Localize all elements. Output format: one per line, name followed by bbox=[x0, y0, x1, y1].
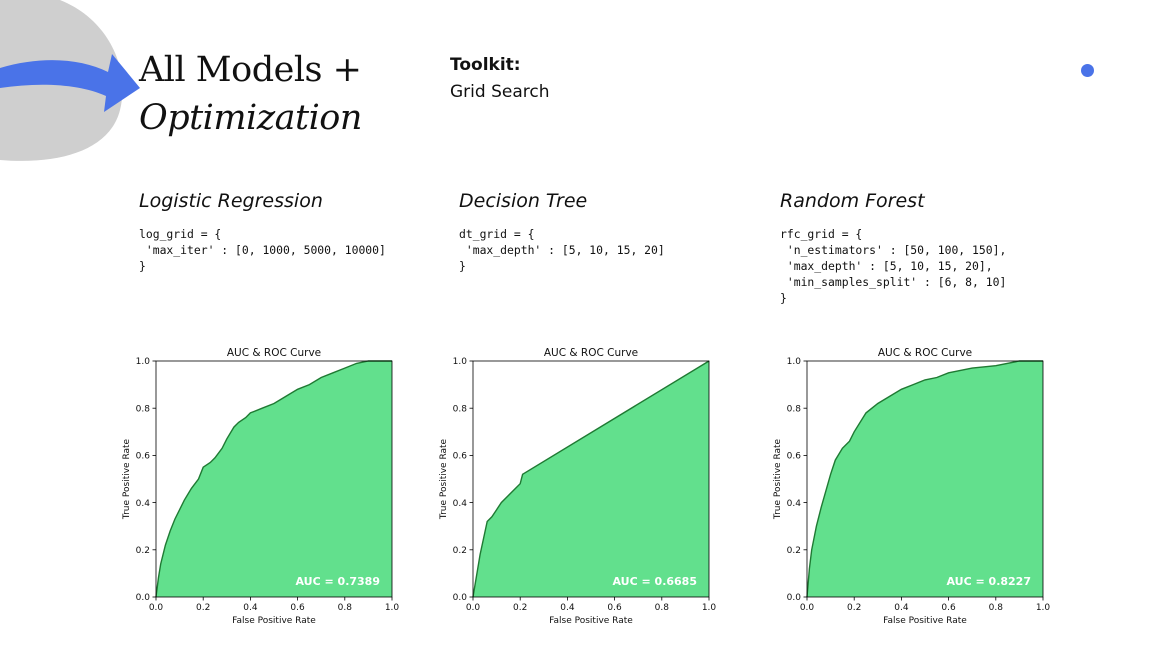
x-tick-label: 0.2 bbox=[513, 603, 527, 613]
x-axis-label: False Positive Rate bbox=[883, 616, 967, 626]
chart-title: AUC & ROC Curve bbox=[878, 347, 972, 359]
code-block-logistic-regression: log_grid = { 'max_iter' : [0, 1000, 5000… bbox=[139, 227, 386, 273]
y-tick-label: 0.4 bbox=[453, 499, 468, 509]
x-tick-label: 1.0 bbox=[702, 603, 717, 613]
arrow-icon bbox=[0, 54, 140, 112]
plot-frame bbox=[806, 360, 1044, 598]
x-tick-label: 0.2 bbox=[196, 603, 210, 613]
x-tick-label: 0.2 bbox=[847, 603, 861, 613]
roc-area-fill bbox=[156, 361, 392, 597]
model-title-random-forest: Random Forest bbox=[780, 190, 925, 212]
y-axis-label: True Positive Rate bbox=[122, 438, 132, 520]
x-tick-label: 0.8 bbox=[338, 603, 353, 613]
y-tick-label: 0.2 bbox=[453, 546, 467, 556]
roc-chart-logistic-regression: 0.0 0.2 0.4 0.6 0.8 1.0 0.0 0.2 0.4 0.6 0.8 1.0 AUC … bbox=[122, 347, 400, 626]
y-tick-label: 0.2 bbox=[136, 546, 150, 556]
plot-frame bbox=[472, 360, 710, 598]
y-tick-label: 0.0 bbox=[453, 593, 468, 603]
code-block-decision-tree: dt_grid = { 'max_depth' : [5, 10, 15, 20… bbox=[459, 227, 665, 273]
title-line-1: All Models + bbox=[139, 50, 362, 90]
x-tick-label: 0.0 bbox=[466, 603, 481, 613]
x-tick-label: 0.0 bbox=[800, 603, 815, 613]
model-title-decision-tree: Decision Tree bbox=[459, 190, 588, 212]
x-tick-label: 0.0 bbox=[149, 603, 164, 613]
y-tick-label: 0.8 bbox=[453, 404, 468, 414]
roc-chart-decision-tree: 0.0 0.2 0.4 0.6 0.8 1.0 0.0 0.2 0.4 0.6 0.8 1.0 AUC … bbox=[439, 347, 717, 626]
y-tick-label: 0.4 bbox=[787, 499, 802, 509]
roc-chart-random-forest: 0.0 0.2 0.4 0.6 0.8 1.0 0.0 0.2 0.4 0.6 0.8 1.0 AUC … bbox=[773, 347, 1051, 626]
y-tick-label: 0.6 bbox=[787, 452, 802, 462]
auc-annotation: AUC = 0.8227 bbox=[946, 575, 1031, 588]
chart-title: AUC & ROC Curve bbox=[544, 347, 638, 359]
x-axis-label: False Positive Rate bbox=[549, 616, 633, 626]
y-tick-label: 0.6 bbox=[136, 452, 151, 462]
y-tick-label: 0.6 bbox=[453, 452, 468, 462]
roc-area-fill bbox=[473, 361, 709, 597]
y-tick-label: 0.0 bbox=[136, 593, 151, 603]
model-title-logistic-regression: Logistic Regression bbox=[139, 190, 323, 212]
y-tick-label: 0.2 bbox=[787, 546, 801, 556]
x-tick-label: 0.8 bbox=[989, 603, 1004, 613]
auc-annotation: AUC = 0.6685 bbox=[612, 575, 697, 588]
y-tick-label: 0.0 bbox=[787, 593, 802, 603]
x-tick-label: 0.8 bbox=[655, 603, 670, 613]
y-tick-label: 1.0 bbox=[453, 357, 468, 367]
y-tick-label: 0.8 bbox=[136, 404, 151, 414]
decorative-swoosh bbox=[0, 0, 140, 161]
y-tick-label: 1.0 bbox=[787, 357, 802, 367]
x-tick-label: 0.6 bbox=[290, 603, 305, 613]
y-axis-label: True Positive Rate bbox=[439, 438, 449, 520]
y-tick-label: 0.8 bbox=[787, 404, 802, 414]
x-tick-label: 0.4 bbox=[894, 603, 909, 613]
x-tick-label: 1.0 bbox=[1036, 603, 1051, 613]
auc-annotation: AUC = 0.7389 bbox=[295, 575, 380, 588]
toolkit-value: Grid Search bbox=[450, 82, 550, 102]
x-tick-label: 0.4 bbox=[243, 603, 258, 613]
x-axis-label: False Positive Rate bbox=[232, 616, 316, 626]
x-tick-label: 0.6 bbox=[607, 603, 622, 613]
roc-area-fill bbox=[807, 361, 1043, 597]
page-title: All Models + Optimization bbox=[139, 46, 362, 142]
plot-frame bbox=[155, 360, 393, 598]
x-tick-label: 1.0 bbox=[385, 603, 400, 613]
title-line-2: Optimization bbox=[139, 98, 362, 138]
roc-curve-line bbox=[806, 360, 1043, 598]
y-tick-label: 1.0 bbox=[136, 357, 151, 367]
roc-curve-line bbox=[155, 360, 392, 598]
toolkit-label: Toolkit: bbox=[450, 55, 521, 75]
roc-curve-line bbox=[472, 360, 710, 598]
chart-title: AUC & ROC Curve bbox=[227, 347, 321, 359]
accent-dot bbox=[1081, 64, 1094, 77]
y-tick-label: 0.4 bbox=[136, 499, 151, 509]
code-block-random-forest: rfc_grid = { 'n_estimators' : [50, 100, … bbox=[780, 227, 1007, 305]
y-axis-label: True Positive Rate bbox=[773, 438, 783, 520]
x-tick-label: 0.4 bbox=[560, 603, 575, 613]
x-tick-label: 0.6 bbox=[941, 603, 956, 613]
